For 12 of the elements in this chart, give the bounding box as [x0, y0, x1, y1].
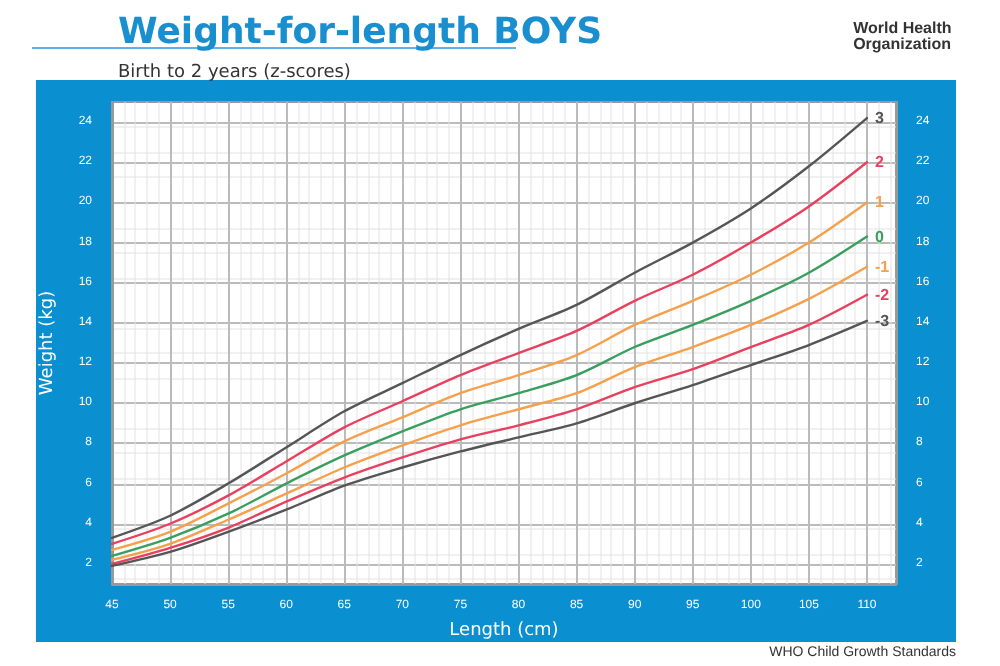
series-label: -3 — [874, 311, 891, 330]
x-axis-title: Length (cm) — [449, 620, 559, 641]
series-label: 0 — [874, 227, 885, 246]
y-axis-title: Weight (kg) — [37, 290, 58, 396]
series-label: 2 — [874, 153, 885, 172]
series-label: -2 — [874, 285, 891, 304]
text: World Health Organization — [853, 19, 957, 53]
series-label: 3 — [874, 109, 885, 128]
series-label: -1 — [874, 257, 891, 276]
chart-subtitle: Birth to 2 years (z-scores) — [118, 63, 351, 83]
series-label: 1 — [874, 193, 885, 212]
chart-title: Weight-for-length BOYS — [118, 11, 603, 53]
